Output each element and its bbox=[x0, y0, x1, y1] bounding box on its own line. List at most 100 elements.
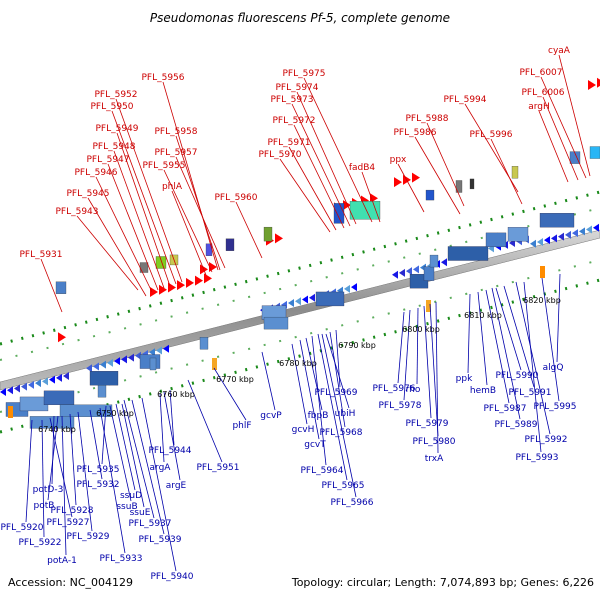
gene-label-pfl-5970[interactable]: PFL_5970 bbox=[258, 150, 301, 160]
gene-label-fadb4[interactable]: fadB4 bbox=[349, 163, 376, 173]
gene-label-pfl-5965[interactable]: PFL_5965 bbox=[321, 481, 364, 491]
gene-label-pfl-5943[interactable]: PFL_5943 bbox=[55, 207, 98, 217]
gene-label-pfl-5949[interactable]: PFL_5949 bbox=[95, 124, 138, 134]
tick-row-bottom-outer bbox=[0, 278, 600, 434]
gene-label-potd-3[interactable]: potD-3 bbox=[33, 485, 64, 495]
leader-line-pfl-5958 bbox=[175, 135, 221, 271]
gene-arrow bbox=[412, 172, 420, 183]
gene-label-pfl-5947[interactable]: PFL_5947 bbox=[86, 155, 129, 165]
gene-label-pfl-5945[interactable]: PFL_5945 bbox=[66, 189, 109, 199]
gene-label-hemb[interactable]: hemB bbox=[470, 386, 496, 396]
gene-label-ssub[interactable]: ssuB bbox=[116, 502, 137, 512]
gene-label-pfl-5969[interactable]: PFL_5969 bbox=[314, 388, 357, 398]
gene-block bbox=[511, 166, 519, 179]
gene-label-ssue[interactable]: ssuE bbox=[130, 508, 151, 518]
gene-label-pfl-5951[interactable]: PFL_5951 bbox=[196, 463, 239, 473]
gene-label-pfl-5975[interactable]: PFL_5975 bbox=[282, 69, 325, 79]
gene-label-pfl-5979[interactable]: PFL_5979 bbox=[405, 419, 448, 429]
gene-label-pfl-5990[interactable]: PFL_5990 bbox=[495, 371, 538, 381]
gene-label-pfl-5960[interactable]: PFL_5960 bbox=[214, 193, 257, 203]
gene-label-pfl-5996[interactable]: PFL_5996 bbox=[469, 130, 512, 140]
kbp-label-6740-kbp: 6740 kbp bbox=[38, 425, 76, 434]
gene-block bbox=[333, 203, 345, 224]
gene-label-phlf[interactable]: phlF bbox=[232, 421, 251, 431]
gene-label-pfl-6006[interactable]: PFL_6006 bbox=[521, 88, 564, 98]
gene-label-pfl-5974[interactable]: PFL_5974 bbox=[275, 83, 318, 93]
gene-label-pfl-5971[interactable]: PFL_5971 bbox=[267, 138, 310, 148]
gene-label-pfl-5931[interactable]: PFL_5931 bbox=[19, 250, 62, 260]
gene-label-pfl-5972[interactable]: PFL_5972 bbox=[272, 116, 315, 126]
gene-label-pfl-5937[interactable]: PFL_5937 bbox=[128, 519, 171, 529]
gene-label-pfl-5978[interactable]: PFL_5978 bbox=[378, 401, 421, 411]
gene-label-pfl-5940[interactable]: PFL_5940 bbox=[150, 572, 193, 582]
gene-label-pfl-5980[interactable]: PFL_5980 bbox=[412, 437, 455, 447]
gene-label-argh[interactable]: argH bbox=[528, 102, 550, 112]
gene-label-pfl-5958[interactable]: PFL_5958 bbox=[154, 127, 197, 137]
gene-label-ssud[interactable]: ssuD bbox=[120, 491, 142, 501]
gene-arrow bbox=[530, 239, 536, 248]
gene-block bbox=[89, 371, 119, 386]
gene-label-pfl-5944[interactable]: PFL_5944 bbox=[148, 446, 191, 456]
gene-label-pfl-5956[interactable]: PFL_5956 bbox=[141, 73, 184, 83]
leader-line-pfl-5940 bbox=[141, 397, 177, 572]
gene-label-pfl-5993[interactable]: PFL_5993 bbox=[515, 453, 558, 463]
gene-label-pfl-6007[interactable]: PFL_6007 bbox=[519, 68, 562, 78]
gene-label-fbpb[interactable]: fbpB bbox=[308, 411, 329, 421]
gene-label-arga[interactable]: argA bbox=[150, 463, 172, 473]
gene-label-pfl-5989[interactable]: PFL_5989 bbox=[494, 420, 537, 430]
gene-label-pfl-5932[interactable]: PFL_5932 bbox=[76, 480, 119, 490]
gene-label-algq[interactable]: algQ bbox=[543, 363, 564, 373]
gene-label-gcvh[interactable]: gcvH bbox=[292, 425, 315, 435]
leader-line-fadb4 bbox=[361, 171, 381, 223]
gene-label-pfl-5920[interactable]: PFL_5920 bbox=[0, 523, 43, 533]
gene-label-pfl-5995[interactable]: PFL_5995 bbox=[533, 402, 576, 412]
gene-label-pfl-5987[interactable]: PFL_5987 bbox=[483, 404, 526, 414]
gene-label-ubih[interactable]: ubiH bbox=[335, 409, 356, 419]
gene-label-potb[interactable]: potB bbox=[34, 501, 55, 511]
gene-label-ppx[interactable]: ppx bbox=[390, 155, 407, 165]
gene-label-pfl-5994[interactable]: PFL_5994 bbox=[443, 95, 486, 105]
gene-label-pfl-5964[interactable]: PFL_5964 bbox=[300, 466, 343, 476]
leader-line-pfl-5944 bbox=[169, 389, 175, 446]
gene-arrow bbox=[149, 348, 155, 357]
kbp-scale: 6740 kbp 6750 kbp 6760 kbp 6770 kbp 6780 kbp… bbox=[38, 296, 561, 434]
gene-label-pfl-5976[interactable]: PFL_5976 bbox=[372, 384, 415, 394]
leader-line-pfl-5920 bbox=[25, 419, 33, 523]
gene-arrow bbox=[42, 377, 48, 386]
gene-label-pfl-5968[interactable]: PFL_5968 bbox=[319, 428, 362, 438]
gene-label-rho[interactable]: rho bbox=[406, 385, 421, 395]
gene-label-pfl-5922[interactable]: PFL_5922 bbox=[18, 538, 61, 548]
gene-label-arge[interactable]: argE bbox=[166, 481, 187, 491]
gene-label-pfl-5966[interactable]: PFL_5966 bbox=[330, 498, 373, 508]
gene-label-ppk[interactable]: ppk bbox=[456, 374, 473, 384]
gene-label-pfl-5950[interactable]: PFL_5950 bbox=[90, 102, 133, 112]
gene-label-pfl-5933[interactable]: PFL_5933 bbox=[99, 554, 142, 564]
gene-label-gcvt[interactable]: gcvT bbox=[304, 440, 326, 450]
gene-label-pfl-5955[interactable]: PFL_5955 bbox=[142, 161, 185, 171]
gene-label-pfl-5991[interactable]: PFL_5991 bbox=[508, 388, 551, 398]
gene-label-pfl-5939[interactable]: PFL_5939 bbox=[138, 535, 181, 545]
gene-block bbox=[19, 396, 49, 412]
gene-label-pfl-5986[interactable]: PFL_5986 bbox=[393, 128, 436, 138]
gene-label-pfl-5957[interactable]: PFL_5957 bbox=[154, 148, 197, 158]
leader-line-pfl-5946 bbox=[95, 176, 153, 293]
leader-line-pfl-5951 bbox=[187, 379, 223, 463]
gene-label-pfl-5927[interactable]: PFL_5927 bbox=[46, 518, 89, 528]
gene-label-pfl-5992[interactable]: PFL_5992 bbox=[524, 435, 567, 445]
gene-label-pfl-5948[interactable]: PFL_5948 bbox=[92, 142, 135, 152]
gene-label-pfl-5973[interactable]: PFL_5973 bbox=[270, 95, 313, 105]
gene-label-gcvp[interactable]: gcvP bbox=[260, 411, 282, 421]
gene-label-cyaa[interactable]: cyaA bbox=[548, 46, 571, 56]
gene-label-pfl-5952[interactable]: PFL_5952 bbox=[94, 90, 137, 100]
gene-label-pfl-5988[interactable]: PFL_5988 bbox=[405, 114, 448, 124]
leader-line-gcvt bbox=[299, 339, 320, 440]
gene-arrow bbox=[204, 273, 212, 284]
gene-label-trxa[interactable]: trxA bbox=[425, 454, 444, 464]
gene-label-pfl-5946[interactable]: PFL_5946 bbox=[74, 168, 117, 178]
gene-label-pfl-5928[interactable]: PFL_5928 bbox=[50, 506, 93, 516]
leader-line-pfl-5922 bbox=[41, 419, 45, 538]
gene-label-pota-1[interactable]: potA-1 bbox=[47, 556, 77, 566]
gene-label-pfl-5935[interactable]: PFL_5935 bbox=[76, 465, 119, 475]
gene-label-pfl-5929[interactable]: PFL_5929 bbox=[66, 532, 109, 542]
gene-label-phla[interactable]: phlA bbox=[162, 182, 183, 192]
